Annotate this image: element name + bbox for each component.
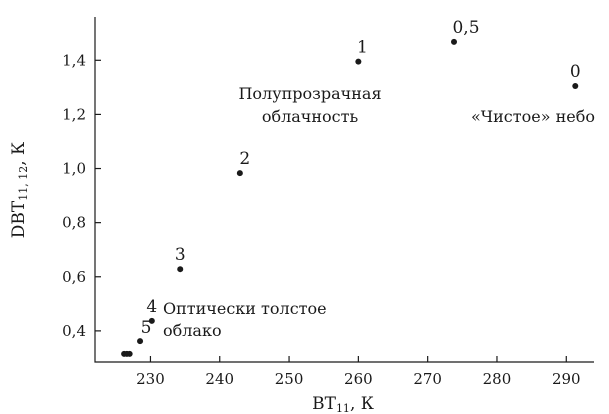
annotations: Полупрозрачная облачность «Чистое» небо … (163, 84, 595, 340)
y-tick-label: 1,0 (62, 160, 86, 178)
y-axis-title-sub: 11, 12 (17, 166, 30, 201)
x-tick-label: 240 (205, 370, 234, 388)
point-labels: 54 3 2 1 0,5 0 (141, 18, 581, 338)
data-point (137, 338, 144, 345)
x-tick-label: 230 (136, 370, 165, 388)
data-point (148, 317, 155, 324)
y-tick-label: 1,2 (62, 105, 86, 123)
x-tick-label: 290 (552, 370, 581, 388)
data-point (126, 350, 133, 357)
y-axis-title: DBT11, 12, К (9, 142, 30, 238)
x-axis-title: BT11, К (312, 394, 374, 414)
point-label: 0 (570, 62, 581, 82)
y-axis-title-unit: , К (9, 142, 29, 166)
data-point (355, 58, 362, 65)
data-point (451, 38, 458, 45)
x-tick-label: 260 (344, 370, 373, 388)
point-label: 3 (175, 245, 186, 265)
point-label: 4 (146, 297, 157, 317)
data-point (177, 266, 184, 273)
point-label: 0,5 (452, 18, 479, 38)
y-tick-label: 0,6 (62, 268, 86, 286)
x-axis-title-unit: , К (350, 394, 374, 414)
y-tick-label: 0,4 (62, 322, 86, 340)
annotation-thick-line-1: Оптически толстое (163, 299, 327, 318)
x-axis-title-main: BT (312, 394, 336, 414)
x-axis-title-sub: 11 (336, 402, 350, 414)
data-points (121, 38, 579, 357)
y-axis-title-main: DBT (9, 200, 29, 238)
x-tick-label: 270 (413, 370, 442, 388)
annotation-clear-line-1: «Чистое» небо (471, 107, 595, 126)
point-label: 1 (357, 38, 368, 58)
point-label: 5 (141, 318, 152, 338)
point-label: 2 (239, 149, 250, 169)
x-tick-label: 280 (483, 370, 512, 388)
x-tick-label: 250 (275, 370, 304, 388)
annotation-thick-line-2: облако (163, 321, 222, 340)
data-point (572, 83, 579, 89)
data-point (236, 170, 243, 177)
y-tick-label: 1,4 (62, 51, 86, 69)
annotation-semi-line-1: Полупрозрачная (238, 84, 381, 103)
y-tick-label: 0,8 (62, 214, 86, 232)
annotation-semi-line-2: облачность (262, 107, 359, 126)
